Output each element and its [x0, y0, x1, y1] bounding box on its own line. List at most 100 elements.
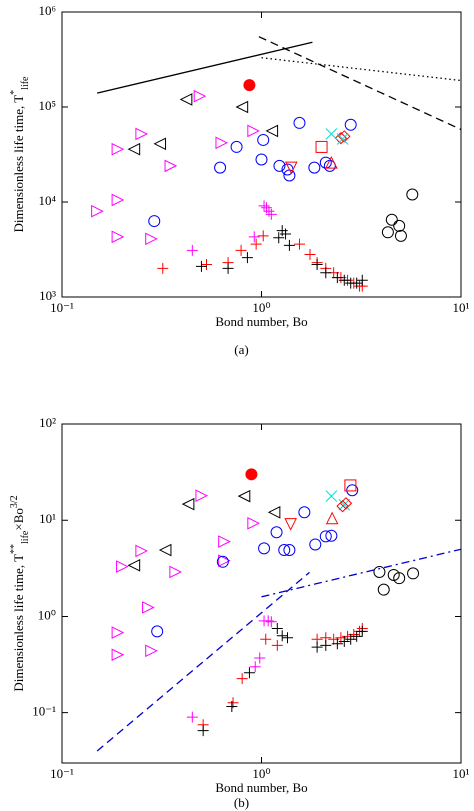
- marker: [195, 260, 207, 272]
- marker: [276, 630, 288, 642]
- marker: [111, 193, 125, 207]
- marker: [243, 667, 255, 679]
- marker: [200, 258, 212, 270]
- marker: [197, 725, 209, 737]
- marker: [193, 89, 207, 103]
- marker: [216, 555, 229, 568]
- marker: [181, 497, 195, 511]
- marker: [270, 526, 283, 539]
- marker: [151, 625, 164, 638]
- marker: [336, 133, 349, 145]
- marker: [278, 544, 291, 557]
- marker: [320, 267, 332, 279]
- marker: [271, 622, 283, 634]
- marker: [235, 244, 247, 256]
- marker: [280, 228, 292, 240]
- marker: [214, 161, 227, 174]
- marker: [283, 169, 296, 182]
- marker: [381, 226, 394, 239]
- marker: [284, 518, 297, 531]
- marker: [195, 489, 209, 502]
- x-tick-label: 10⁻¹: [50, 300, 74, 315]
- x-tick-label: 10¹: [453, 766, 470, 781]
- marker: [247, 516, 260, 530]
- marker: [135, 127, 149, 141]
- y-axis-label: Dimensionless life time, T**life×Bo3/2: [9, 495, 31, 691]
- y-axis-label-part: Dimensionless life time, T: [11, 95, 26, 233]
- marker: [135, 544, 149, 558]
- marker: [164, 159, 178, 173]
- marker: [338, 635, 350, 647]
- marker: [351, 630, 363, 642]
- marker: [331, 272, 343, 284]
- marker: [273, 232, 285, 244]
- marker: [393, 572, 406, 585]
- marker: [308, 161, 321, 174]
- y-tick-label: 10⁰: [38, 607, 56, 622]
- marker: [148, 215, 161, 228]
- plot-area: [96, 468, 462, 752]
- marker: [145, 644, 158, 658]
- marker: [262, 615, 274, 627]
- marker: [254, 652, 266, 664]
- marker: [311, 641, 323, 653]
- marker: [339, 497, 353, 510]
- marker: [344, 479, 357, 492]
- y-axis-label-part: life: [20, 530, 31, 544]
- fit-line: [261, 548, 462, 598]
- marker: [245, 468, 258, 481]
- marker: [258, 542, 271, 555]
- fit-line: [258, 36, 462, 131]
- marker: [394, 229, 407, 242]
- marker: [351, 277, 363, 289]
- marker: [153, 137, 167, 151]
- y-tick-label: 10⁻¹: [32, 704, 56, 719]
- marker: [334, 131, 348, 145]
- marker: [215, 136, 229, 150]
- marker: [393, 219, 406, 232]
- marker: [377, 583, 390, 596]
- plot-frame: [61, 423, 462, 764]
- marker: [250, 238, 262, 250]
- marker: [111, 230, 125, 244]
- marker: [91, 204, 104, 218]
- marker: [346, 484, 359, 497]
- marker: [320, 639, 332, 651]
- y-axis-label-part: **: [9, 544, 20, 554]
- marker: [127, 559, 141, 572]
- marker: [325, 511, 339, 525]
- marker: [283, 239, 295, 251]
- marker: [265, 124, 279, 138]
- caption: (a): [234, 342, 248, 357]
- marker: [356, 274, 368, 286]
- marker: [260, 633, 272, 645]
- y-axis-label: Dimensionless life time, T*life: [9, 76, 31, 233]
- marker: [267, 505, 281, 519]
- y-axis-label-part: life: [20, 76, 31, 90]
- marker: [298, 506, 311, 519]
- marker: [325, 128, 338, 140]
- marker: [325, 490, 338, 502]
- marker: [325, 529, 338, 542]
- y-tick-label: 10⁶: [38, 3, 56, 18]
- marker: [247, 124, 260, 138]
- caption: (b): [234, 795, 249, 810]
- marker: [283, 544, 296, 557]
- marker: [336, 499, 349, 513]
- marker: [338, 130, 351, 143]
- marker: [226, 700, 238, 712]
- marker: [273, 159, 286, 172]
- y-tick-label: 10²: [39, 415, 56, 430]
- marker: [293, 116, 306, 129]
- x-axis-label: Bond number, Bo: [215, 314, 307, 329]
- marker: [230, 140, 243, 153]
- x-tick-label: 10⁰: [252, 300, 270, 315]
- x-axis-label: Bond number, Bo: [215, 780, 307, 795]
- marker: [255, 153, 268, 166]
- marker: [257, 133, 270, 146]
- marker: [111, 626, 125, 639]
- marker: [284, 161, 298, 175]
- marker: [309, 538, 322, 551]
